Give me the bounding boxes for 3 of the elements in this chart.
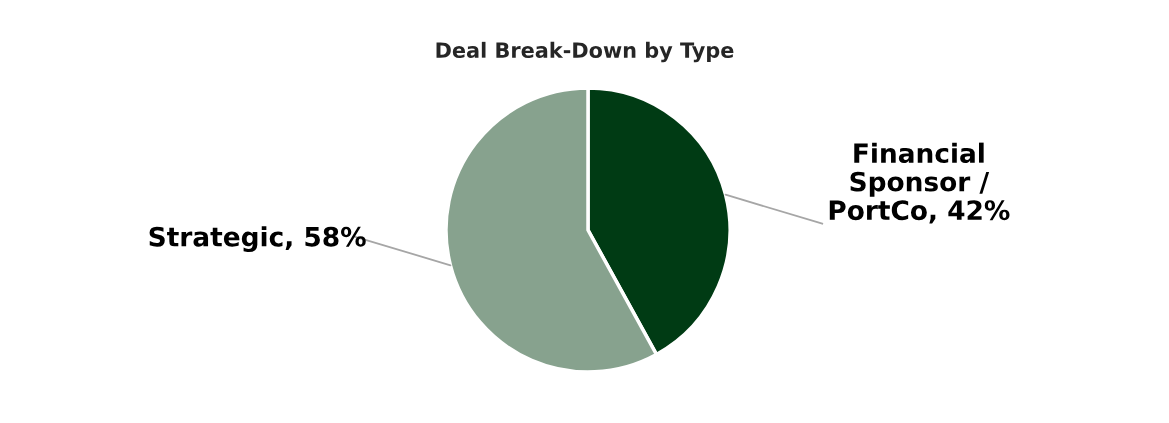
slice-label: Strategic, 58% bbox=[149, 226, 366, 253]
chart-title: Deal Break-Down by Type bbox=[436, 41, 734, 63]
slice-label: Financial Sponsor / PortCo, 42% bbox=[829, 142, 1010, 224]
